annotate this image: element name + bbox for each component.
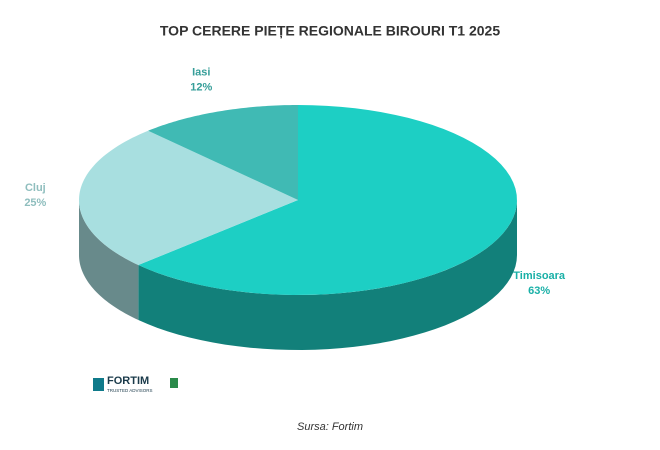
slice bbox=[138, 105, 517, 295]
logo-tagline: TRUSTED ADVISORS bbox=[107, 388, 153, 393]
chart-title: TOP CERERE PIEȚE REGIONALE BIROURI T1 20… bbox=[160, 23, 500, 39]
value-label: 25% bbox=[24, 197, 46, 209]
source: Sursa: Fortim bbox=[297, 421, 363, 433]
slice-label: Iasi bbox=[192, 67, 210, 79]
slice-side bbox=[138, 200, 517, 350]
value-label: 12% bbox=[190, 82, 212, 94]
value-label: 63% bbox=[528, 285, 550, 297]
partner-icon bbox=[170, 378, 178, 388]
logo: FORTIM TRUSTED ADVISORS bbox=[93, 375, 178, 393]
slice-side bbox=[79, 200, 139, 321]
logo-name: FORTIM bbox=[107, 375, 149, 387]
slice-label: Cluj bbox=[25, 182, 46, 194]
slice-label: Timisoara bbox=[513, 270, 566, 282]
slice bbox=[79, 130, 299, 266]
slice bbox=[148, 105, 298, 200]
pie bbox=[79, 105, 517, 350]
logo-icon bbox=[93, 378, 104, 391]
